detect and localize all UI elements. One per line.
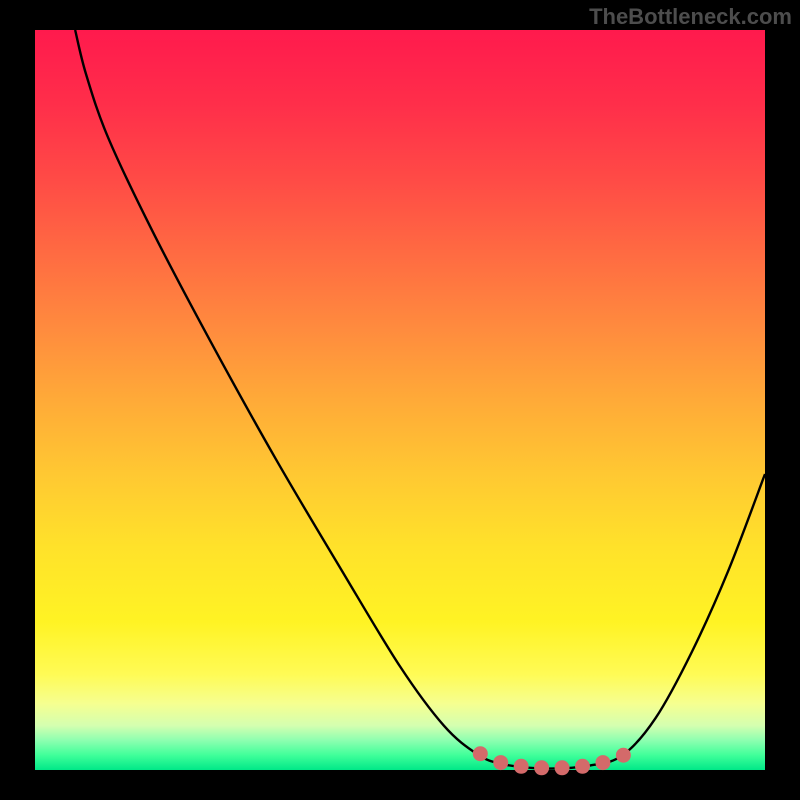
chart-container: TheBottleneck.com <box>0 0 800 800</box>
highlight-marker <box>514 759 529 774</box>
highlight-marker <box>595 755 610 770</box>
bottleneck-chart <box>0 0 800 800</box>
highlight-marker <box>555 760 570 775</box>
highlight-marker <box>616 748 631 763</box>
highlight-marker <box>575 759 590 774</box>
highlight-marker <box>493 755 508 770</box>
plot-background <box>35 30 765 770</box>
watermark-text: TheBottleneck.com <box>589 4 792 30</box>
highlight-marker <box>534 760 549 775</box>
highlight-marker <box>473 746 488 761</box>
